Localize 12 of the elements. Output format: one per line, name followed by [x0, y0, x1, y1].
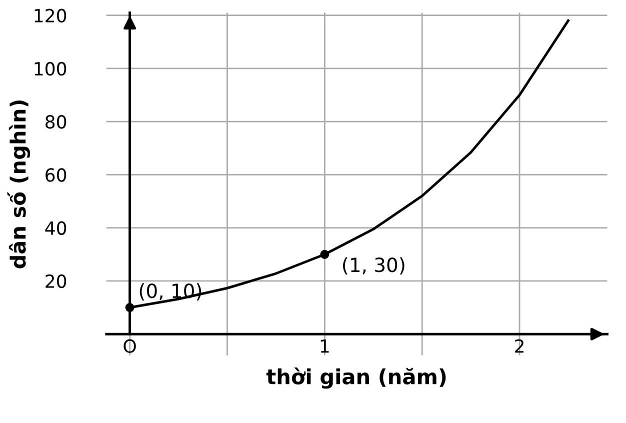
- y-tick-label: 40: [45, 221, 66, 235]
- y-tick-label: 60: [46, 168, 66, 182]
- y-tick-label: 100: [34, 62, 66, 76]
- y-tick-label: 20: [46, 274, 66, 288]
- x-tick-label: 1: [320, 339, 329, 353]
- annotation: (1, 30): [343, 257, 404, 275]
- y-axis-title: dân số (nghìn): [7, 100, 30, 268]
- y-tick-label: 80: [46, 115, 66, 129]
- y-tick-label: 120: [34, 8, 66, 22]
- x-tick-label: O: [124, 339, 136, 353]
- x-axis-title: thời gian (năm): [266, 368, 446, 389]
- x-tick-label: 2: [515, 339, 524, 353]
